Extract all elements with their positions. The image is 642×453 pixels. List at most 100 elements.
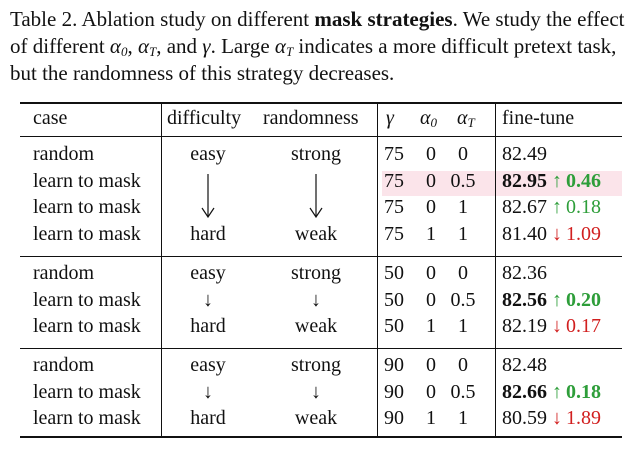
row-alphaT: 1 (458, 222, 468, 245)
vline-case-3 (161, 349, 162, 436)
row-gamma: 75 (384, 143, 404, 165)
row-alpha0: 0 (426, 380, 436, 403)
row-gamma: 50 (384, 288, 404, 311)
row-alphaT: 0 (458, 262, 468, 284)
row-finetune: 82.56 ↑ 0.20 (502, 288, 601, 312)
row-alpha0: 0 (426, 143, 436, 165)
finetune-value: 82.36 (502, 262, 547, 284)
row-case: learn to mask (33, 407, 141, 429)
row-difficulty: hard (190, 222, 226, 245)
finetune-value: 82.49 (502, 143, 547, 165)
row-alpha0: 1 (426, 222, 436, 245)
row-alpha0: 1 (426, 315, 436, 337)
row-case: learn to mask (33, 315, 141, 337)
row-randomness: strong (291, 143, 341, 165)
row-alpha0: 0 (426, 196, 436, 218)
row-finetune: 81.40 ↓ 1.09 (502, 222, 601, 246)
header-gamma: γ (386, 107, 394, 129)
row-finetune: 82.19 ↓ 0.17 (502, 314, 601, 338)
caption-text-1: Ablation study on different (81, 7, 310, 31)
arrow-up-icon: ↑ (552, 169, 562, 192)
group2-rule (20, 348, 622, 349)
vline-alpha-1 (495, 137, 496, 256)
caption-bold-term: mask strategies (314, 7, 453, 31)
finetune-value: 82.48 (502, 354, 547, 376)
header-randomness: randomness (263, 107, 359, 129)
row-alpha0: 0 (426, 262, 436, 284)
header-case: case (33, 107, 68, 129)
caption-alphaT-2: αT (274, 34, 294, 59)
randomness-long-arrow-icon (309, 174, 323, 218)
vline-case-0 (161, 104, 162, 136)
row-alphaT: 0.5 (450, 288, 476, 311)
vline-random-2 (377, 257, 378, 348)
row-alphaT: 0.5 (450, 169, 476, 192)
finetune-delta: 0.20 (566, 288, 601, 311)
table-caption: Table 2. Ablation study on different mas… (10, 7, 625, 85)
arrow-down-icon: ↓ (552, 315, 562, 337)
row-finetune: 82.36 (502, 261, 547, 285)
row-difficulty: ↓ (203, 380, 213, 403)
row-finetune: 82.67 ↑ 0.18 (502, 195, 601, 219)
row-case: random (33, 262, 95, 284)
row-case: learn to mask (33, 196, 141, 218)
row-alpha0: 1 (426, 407, 436, 429)
row-finetune: 82.66 ↑ 0.18 (502, 380, 601, 404)
finetune-delta: 0.18 (566, 380, 601, 403)
caption-text-3: Large (221, 34, 270, 58)
finetune-delta: 0.46 (566, 169, 601, 192)
vline-alpha-2 (495, 257, 496, 348)
vline-random-1 (377, 137, 378, 256)
row-alphaT: 0.5 (450, 380, 476, 403)
row-alphaT: 1 (458, 407, 468, 429)
finetune-value: 82.56 (502, 288, 547, 311)
vline-random-0 (377, 104, 378, 136)
caption-gamma: γ (202, 34, 211, 58)
caption-text-4: indicates a more difficult pretext task,… (10, 34, 617, 85)
row-difficulty: easy (190, 262, 226, 284)
finetune-value: 80.59 (502, 407, 547, 429)
row-gamma: 50 (384, 315, 404, 337)
row-gamma: 75 (384, 196, 404, 218)
row-alphaT: 0 (458, 354, 468, 376)
row-randomness: ↓ (311, 380, 321, 403)
row-finetune: 82.48 (502, 353, 547, 377)
row-randomness: strong (291, 354, 341, 376)
caption-alphaT: αT (137, 34, 157, 59)
row-case: random (33, 354, 95, 376)
vline-alpha-0 (495, 104, 496, 136)
caption-alpha0: α0 (109, 34, 128, 59)
finetune-value: 82.95 (502, 169, 547, 192)
finetune-delta: 1.89 (566, 407, 601, 429)
caption-text-2: . We study the effect of different (10, 7, 625, 58)
row-gamma: 75 (384, 222, 404, 245)
header-alpha0: α0 (420, 107, 437, 130)
vline-alpha-3 (495, 349, 496, 436)
row-gamma: 90 (384, 407, 404, 429)
row-case: learn to mask (33, 380, 141, 403)
row-difficulty: easy (190, 354, 226, 376)
ablation-table: case difficulty randomness γ α0 αT fine-… (20, 102, 622, 438)
caption-prefix: Table 2. (10, 7, 78, 31)
row-gamma: 90 (384, 380, 404, 403)
bottom-rule (20, 436, 622, 438)
row-case: learn to mask (33, 222, 141, 245)
top-rule (20, 102, 622, 104)
vline-case-2 (161, 257, 162, 348)
arrow-up-icon: ↑ (552, 380, 562, 403)
row-case: learn to mask (33, 169, 141, 192)
arrow-up-icon: ↑ (552, 196, 562, 218)
row-randomness: ↓ (311, 288, 321, 311)
finetune-delta: 0.18 (566, 196, 601, 218)
row-case: random (33, 143, 95, 165)
finetune-value: 82.19 (502, 315, 547, 337)
arrow-down-icon: ↓ (552, 222, 562, 245)
row-randomness: weak (294, 315, 338, 337)
row-randomness: strong (291, 262, 341, 284)
vline-case-1 (161, 137, 162, 256)
row-finetune: 80.59 ↓ 1.89 (502, 406, 601, 430)
row-case: learn to mask (33, 288, 141, 311)
row-gamma: 75 (384, 169, 404, 192)
row-gamma: 50 (384, 262, 404, 284)
vline-random-3 (377, 349, 378, 436)
